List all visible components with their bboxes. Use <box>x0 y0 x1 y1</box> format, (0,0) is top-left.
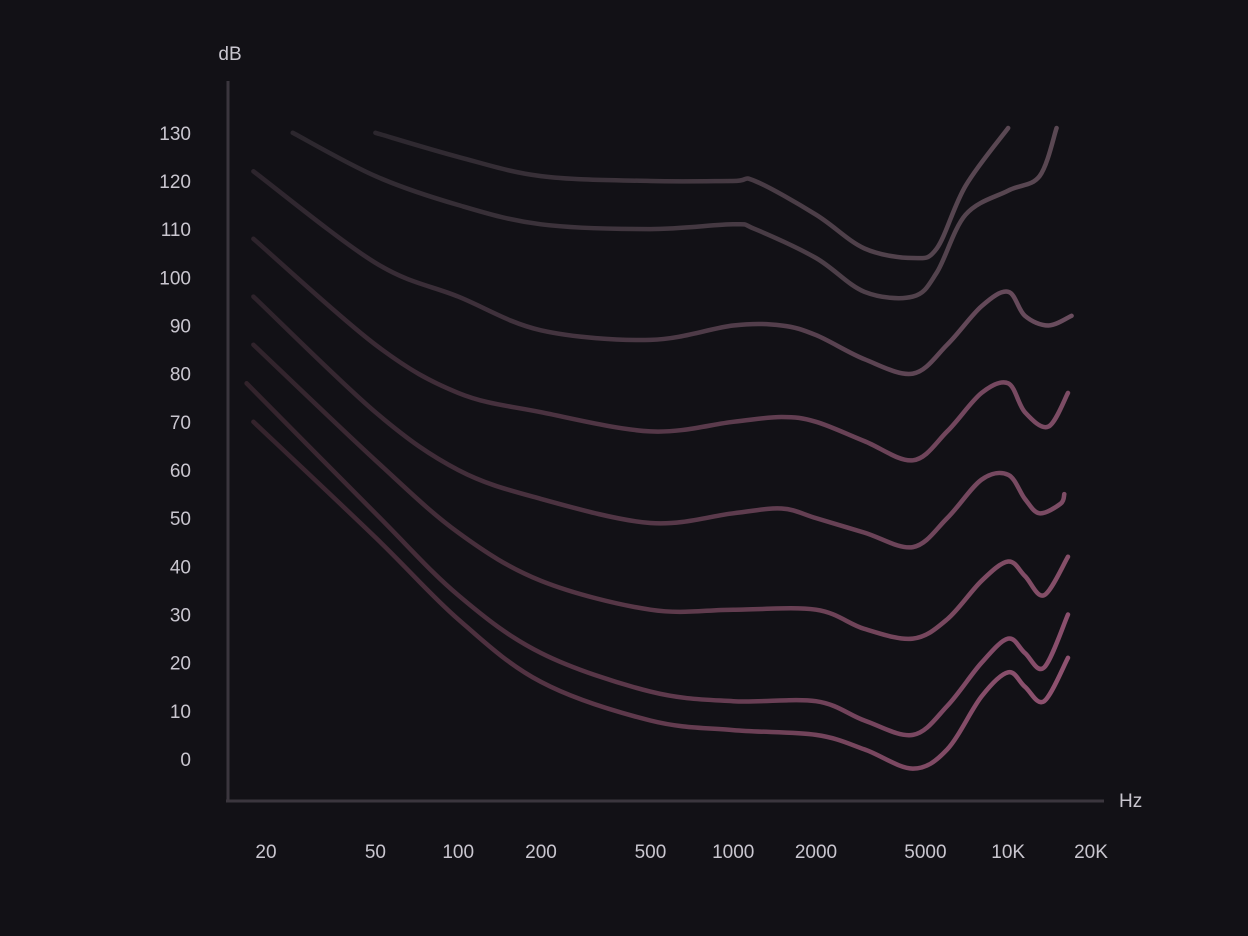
loudness-curve-7 <box>244 381 1071 738</box>
y-tick-label: 10 <box>170 702 191 723</box>
y-tick-label: 60 <box>170 461 191 482</box>
x-tick-label: 200 <box>525 842 557 863</box>
y-tick-label: 30 <box>170 605 191 626</box>
loudness-curve-3 <box>251 169 1074 377</box>
y-tick-label: 130 <box>159 124 191 145</box>
loudness-curve-4 <box>251 236 1071 463</box>
y-axis-title: dB <box>218 44 241 65</box>
loudness-curve-5 <box>251 294 1067 550</box>
curves <box>244 125 1074 771</box>
x-tick-label: 10K <box>991 842 1025 863</box>
loudness-curve-1 <box>373 125 1011 261</box>
x-tick-label: 100 <box>442 842 474 863</box>
y-tick-label: 120 <box>159 172 191 193</box>
y-tick-label: 80 <box>170 365 191 386</box>
y-tick-label: 0 <box>180 750 191 771</box>
y-tick-label: 40 <box>170 557 191 578</box>
loudness-curve-8 <box>251 419 1071 771</box>
loudness-curve-2 <box>290 125 1059 301</box>
x-tick-label: 1000 <box>712 842 754 863</box>
x-tick-label: 50 <box>365 842 386 863</box>
x-tick-labels: 20 50 100 200 500 1000 2000 5000 10K 20K <box>255 842 1108 863</box>
x-tick-label: 2000 <box>795 842 837 863</box>
x-tick-label: 5000 <box>904 842 946 863</box>
x-tick-label: 20K <box>1074 842 1108 863</box>
loudness-curve-6 <box>251 342 1071 642</box>
x-axis-title: Hz <box>1119 791 1142 812</box>
y-tick-labels: 0 10 20 30 40 50 60 70 80 90 100 110 120 130 <box>159 124 191 771</box>
y-tick-label: 110 <box>161 220 191 241</box>
y-tick-label: 70 <box>170 413 191 434</box>
axes: dB Hz <box>218 44 1142 812</box>
x-tick-label: 20 <box>255 842 276 863</box>
x-tick-label: 500 <box>635 842 667 863</box>
y-tick-label: 100 <box>159 268 191 289</box>
y-tick-label: 50 <box>170 509 191 530</box>
y-tick-label: 90 <box>170 316 191 337</box>
y-tick-label: 20 <box>170 654 191 675</box>
